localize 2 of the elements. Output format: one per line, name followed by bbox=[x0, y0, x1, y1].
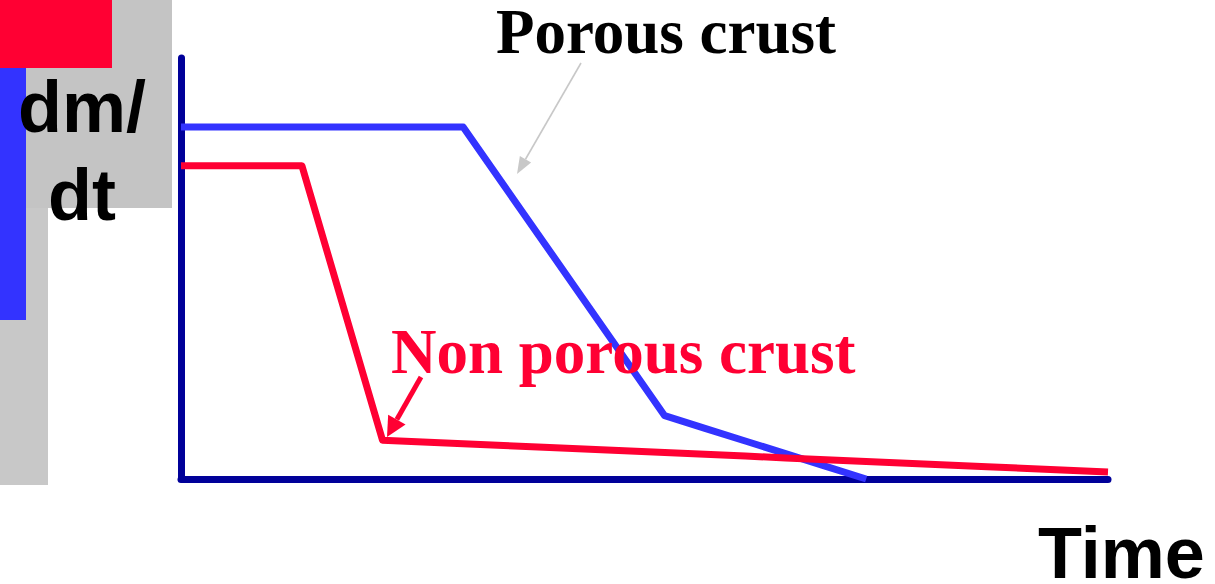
x-axis-title: Time bbox=[1038, 513, 1205, 584]
series-label: Porous crust bbox=[496, 0, 837, 67]
